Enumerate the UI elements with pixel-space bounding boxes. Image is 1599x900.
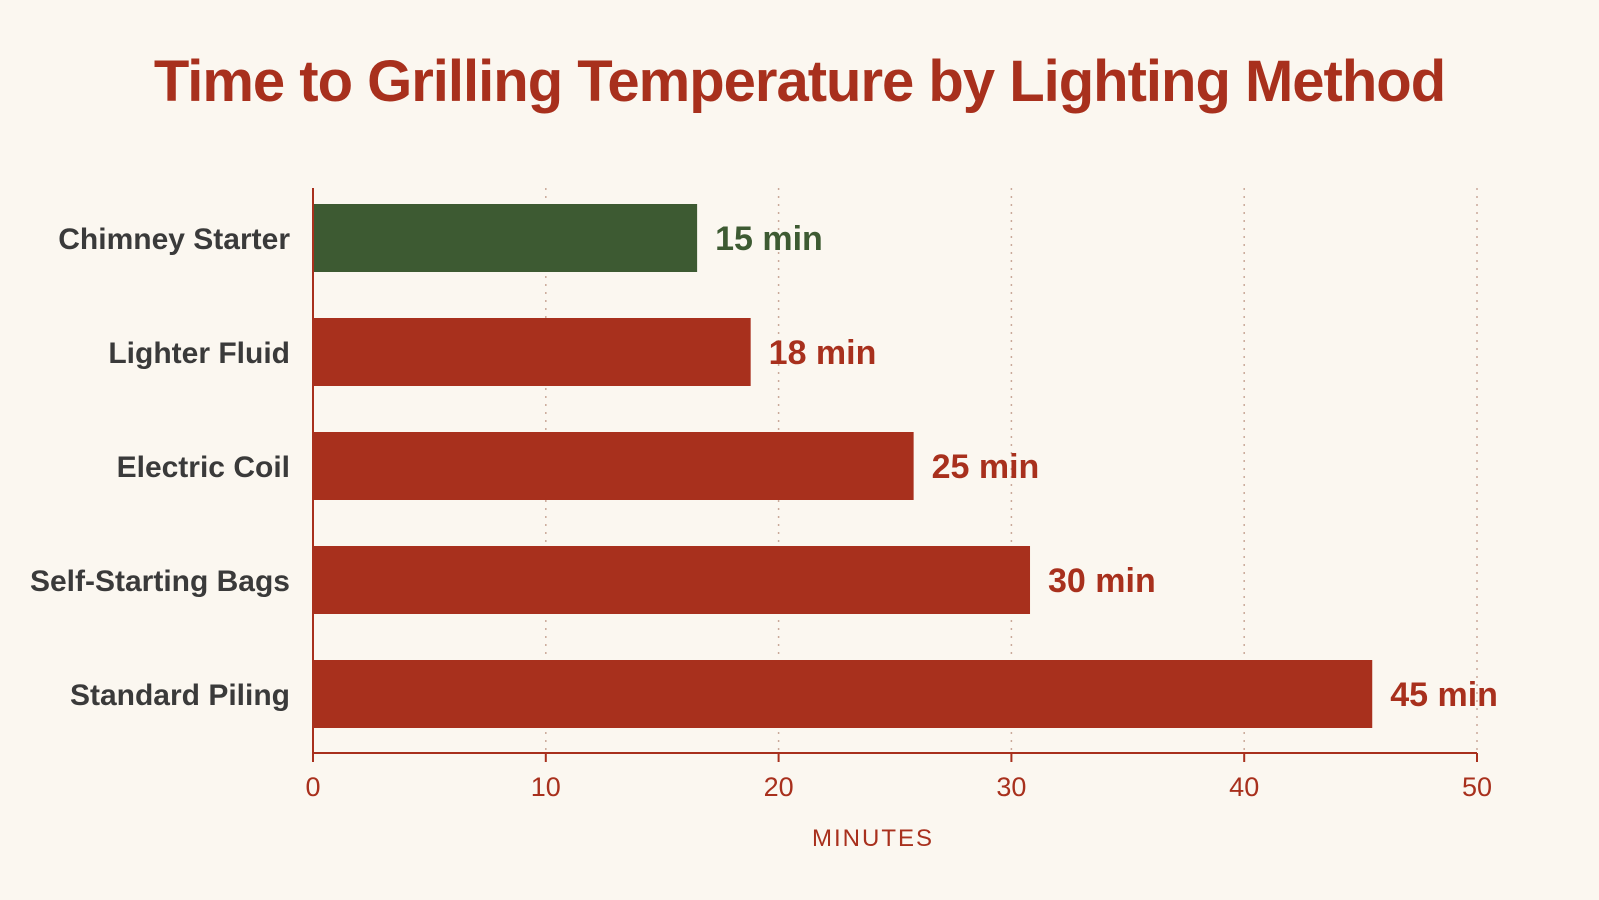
category-label: Self-Starting Bags [30,565,290,598]
bar-0 [313,204,698,272]
bar-1 [313,318,751,386]
bar-2 [313,432,914,500]
axes: 0 10 20 30 40 50 Chimney Starter Lighter Fluid E… [30,188,1492,802]
x-tick-label: 40 [1229,772,1259,802]
value-label: 18 min [769,334,877,372]
x-axis-title: MINUTES [812,825,934,852]
bar-3 [313,546,1031,614]
bar-4 [313,660,1373,728]
x-tick-label: 0 [305,772,320,802]
value-label: 15 min [715,220,823,258]
category-label: Chimney Starter [58,223,290,256]
value-label: 30 min [1048,562,1156,600]
category-label: Lighter Fluid [108,337,290,370]
value-label: 25 min [932,448,1040,486]
x-tick-label: 20 [764,772,794,802]
value-label: 45 min [1390,676,1498,714]
x-tick-label: 50 [1462,772,1492,802]
chart-title: Time to Grilling Temperature by Lighting… [153,49,1446,114]
category-label: Standard Piling [70,679,290,712]
category-label: Electric Coil [117,451,290,484]
bars: 15 min 18 min 25 min 30 min 45 min [313,204,1498,728]
x-tick-label: 10 [531,772,561,802]
x-tick-label: 30 [996,772,1026,802]
